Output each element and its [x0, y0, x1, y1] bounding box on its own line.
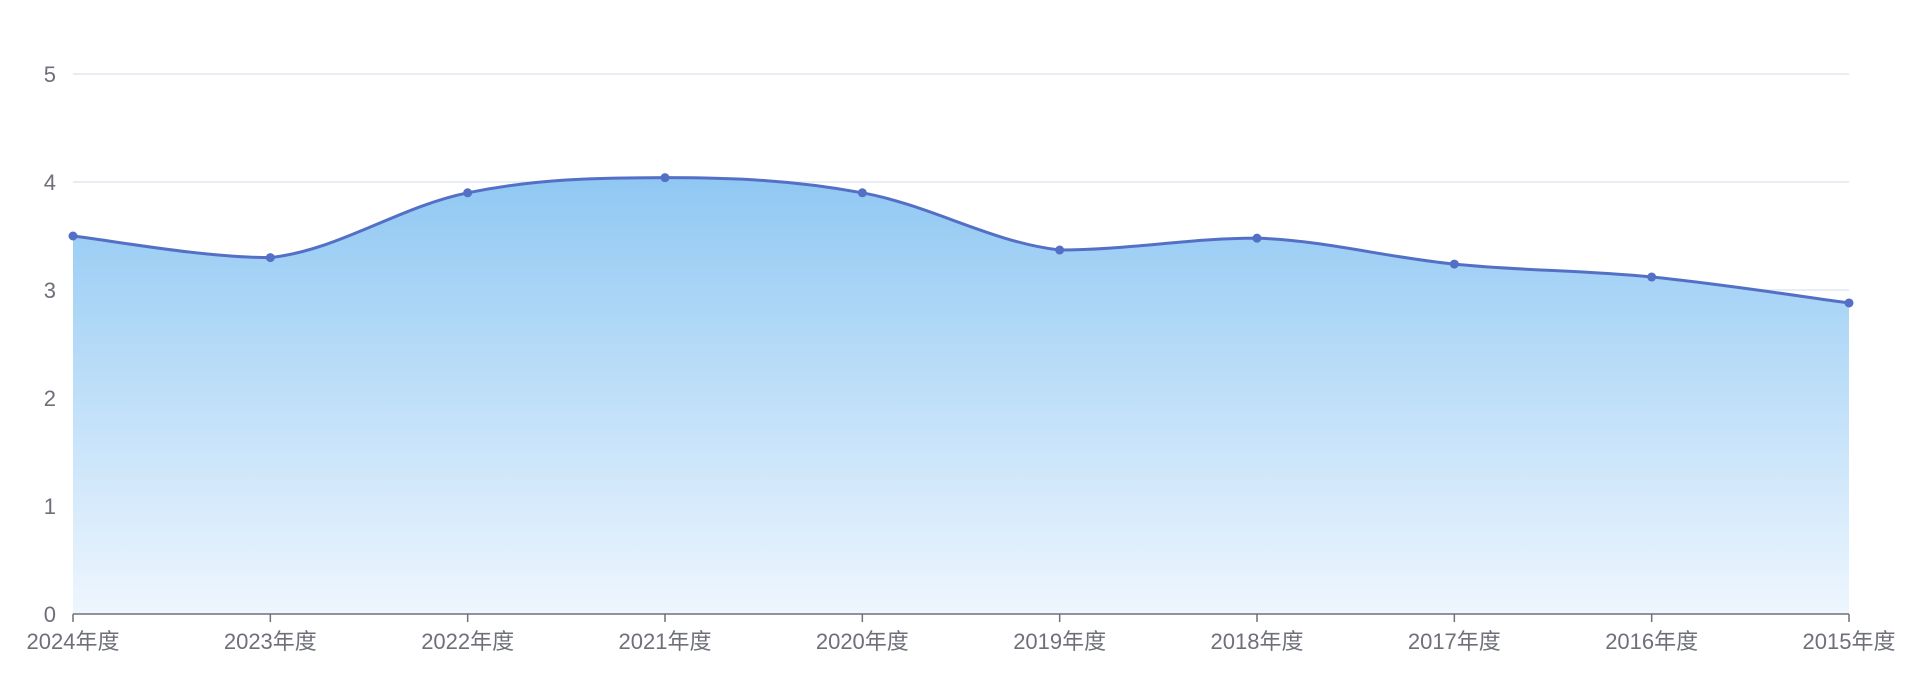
x-axis: [72, 613, 1850, 622]
data-point[interactable]: [1449, 259, 1459, 269]
data-points: [68, 173, 1854, 308]
y-tick-label: 2: [44, 386, 56, 411]
area-fill-layer: [73, 177, 1849, 614]
x-tick-label: 2023年度: [224, 629, 317, 654]
data-point[interactable]: [463, 188, 473, 198]
x-tick-label: 2024年度: [27, 629, 120, 654]
y-tick-label: 0: [44, 602, 56, 627]
data-point[interactable]: [68, 231, 78, 241]
y-tick-label: 1: [44, 494, 56, 519]
area-fill: [73, 177, 1849, 614]
data-point[interactable]: [265, 253, 275, 263]
x-tick-label: 2021年度: [619, 629, 712, 654]
y-tick-label: 3: [44, 278, 56, 303]
y-tick-label: 5: [44, 62, 56, 87]
data-point[interactable]: [1844, 298, 1854, 308]
data-point[interactable]: [660, 173, 670, 183]
y-tick-label: 4: [44, 170, 56, 195]
data-point[interactable]: [1055, 245, 1065, 255]
x-tick-label: 2020年度: [816, 629, 909, 654]
data-point[interactable]: [1647, 272, 1657, 282]
x-tick-label: 2019年度: [1013, 629, 1106, 654]
data-point[interactable]: [1252, 233, 1262, 243]
series-line: [72, 176, 1850, 305]
x-tick-label: 2018年度: [1211, 629, 1304, 654]
x-axis-tick-labels: 2024年度 2023年度 2022年度 2021年度 2020年度 2019年度 2018…: [27, 629, 1896, 654]
x-tick-label: 2015年度: [1803, 629, 1896, 654]
y-axis-tick-labels: 0 1 2 3 4 5: [44, 62, 56, 627]
series-line-layer: [72, 176, 1850, 305]
x-tick-label: 2022年度: [421, 629, 514, 654]
x-tick-label: 2016年度: [1605, 629, 1698, 654]
data-point[interactable]: [857, 188, 867, 198]
x-tick-label: 2017年度: [1408, 629, 1501, 654]
